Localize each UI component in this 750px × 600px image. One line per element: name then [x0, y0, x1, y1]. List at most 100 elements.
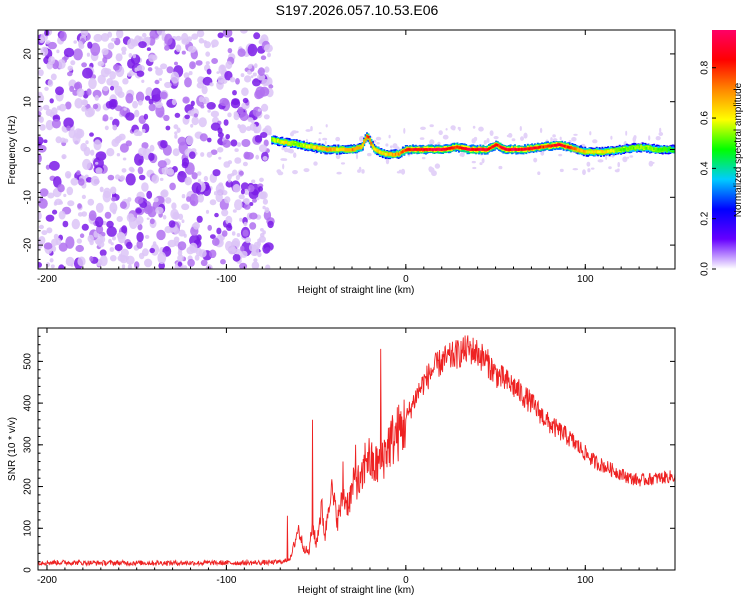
- ridge-core: [407, 148, 410, 151]
- signal-speckle: [582, 169, 586, 176]
- ridge-core: [373, 147, 376, 151]
- noise-blob: [227, 179, 232, 183]
- noise-blob: [170, 71, 180, 84]
- noise-blob: [244, 152, 254, 160]
- ridge-core: [475, 148, 478, 151]
- noise-blob: [79, 233, 85, 238]
- noise-blob: [39, 124, 46, 131]
- noise-blob: [247, 184, 255, 193]
- ridge-core: [327, 148, 330, 151]
- noise-blob: [203, 175, 209, 182]
- ridge-core: [456, 145, 459, 149]
- ridge-core: [535, 146, 538, 150]
- ridge-core: [314, 146, 317, 149]
- ridge-core: [337, 148, 340, 151]
- ridge-core: [644, 146, 647, 150]
- figure-title: S197.2026.057.10.53.E06: [276, 2, 439, 18]
- noise-blob: [104, 125, 109, 131]
- noise-blob: [137, 166, 144, 175]
- noise-blob: [138, 100, 143, 106]
- noise-blob: [109, 71, 116, 80]
- x-tick-label: 100: [577, 575, 594, 586]
- ridge-core: [538, 146, 541, 149]
- signal-speckle: [388, 134, 391, 139]
- noise-blob: [154, 79, 160, 85]
- ridge-core: [275, 139, 278, 143]
- ridge-core: [312, 145, 315, 149]
- ridge-core: [628, 147, 631, 150]
- noise-blob: [136, 215, 144, 225]
- ridge-core: [469, 148, 472, 151]
- noise-blob: [260, 191, 268, 200]
- noise-blob: [69, 85, 75, 92]
- noise-blob: [239, 112, 249, 122]
- noise-blob: [164, 81, 172, 89]
- ridge-core: [321, 147, 324, 151]
- noise-blob: [38, 154, 42, 161]
- noise-blob: [107, 31, 113, 38]
- noise-blob: [196, 234, 202, 241]
- ridge-core: [663, 148, 666, 151]
- ridge-core: [374, 148, 377, 152]
- signal-speckle: [493, 136, 499, 140]
- noise-blob: [177, 171, 187, 183]
- noise-blob: [122, 78, 129, 85]
- signal-speckle: [511, 138, 516, 142]
- ridge-core: [493, 144, 496, 147]
- noise-blob: [249, 123, 257, 131]
- noise-blob: [114, 105, 123, 112]
- noise-blob: [193, 113, 199, 118]
- noise-blob: [198, 249, 207, 258]
- noise-blob: [134, 153, 144, 166]
- ridge-core: [386, 153, 389, 156]
- noise-blob: [238, 170, 244, 176]
- noise-blob: [194, 254, 200, 261]
- ridge-core: [289, 142, 292, 145]
- noise-blob: [89, 132, 94, 137]
- noise-blob: [116, 216, 123, 222]
- noise-blob: [215, 183, 225, 195]
- noise-blob: [141, 79, 145, 84]
- signal-speckle: [622, 156, 628, 163]
- noise-blob: [38, 144, 47, 153]
- noise-blob: [166, 168, 175, 176]
- noise-blob: [220, 78, 228, 84]
- noise-blob: [96, 225, 104, 234]
- ridge-core: [338, 148, 341, 151]
- noise-blob: [152, 241, 157, 247]
- ridge-core: [446, 147, 449, 150]
- ridge-core: [470, 148, 473, 151]
- noise-blob: [125, 255, 135, 265]
- signal-speckle: [472, 166, 477, 170]
- noise-blob: [63, 193, 67, 198]
- noise-blob: [121, 264, 126, 269]
- noise-blob: [102, 86, 109, 92]
- noise-blob: [102, 56, 108, 64]
- noise-blob: [233, 111, 239, 117]
- signal-speckle: [559, 136, 562, 141]
- signal-speckle: [460, 151, 465, 158]
- noise-blob: [211, 58, 219, 64]
- noise-blob: [227, 173, 232, 180]
- ridge-core: [315, 146, 318, 149]
- noise-blob: [165, 197, 172, 204]
- noise-blob: [125, 93, 134, 104]
- signal-speckle: [284, 147, 288, 153]
- noise-blob: [237, 106, 244, 115]
- ridge-core: [430, 148, 433, 151]
- noise-blob: [157, 160, 167, 169]
- noise-blob: [155, 206, 164, 214]
- ridge-core: [486, 148, 489, 151]
- noise-blob: [184, 176, 192, 186]
- noise-blob: [38, 116, 44, 123]
- noise-blob: [151, 87, 162, 102]
- noise-blob: [177, 250, 183, 256]
- y-tick-label: 400: [23, 394, 34, 411]
- noise-blob: [63, 138, 69, 144]
- ridge-core: [574, 147, 577, 151]
- noise-blob: [267, 52, 271, 58]
- ridge-core: [588, 150, 591, 154]
- signal-speckle: [483, 140, 487, 145]
- signal-speckle: [537, 171, 541, 175]
- noise-blob: [77, 212, 83, 217]
